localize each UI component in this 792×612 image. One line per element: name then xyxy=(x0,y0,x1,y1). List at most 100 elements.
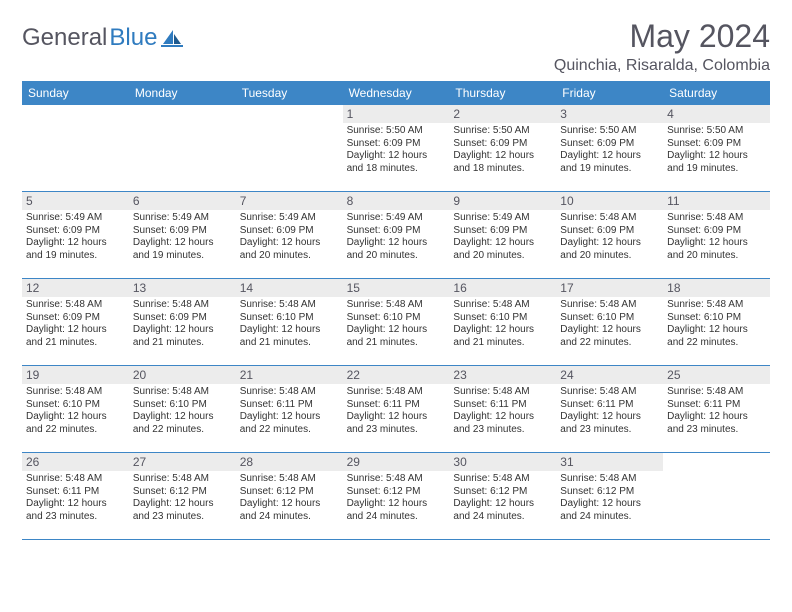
daylight-line-1: Daylight: 12 hours xyxy=(667,150,766,163)
day-number: 25 xyxy=(663,366,770,384)
sunrise-line: Sunrise: 5:50 AM xyxy=(667,125,766,138)
day-number: 9 xyxy=(449,192,556,210)
daylight-line-2: and 21 minutes. xyxy=(26,337,125,350)
daylight-line-2: and 20 minutes. xyxy=(347,250,446,263)
sunrise-line: Sunrise: 5:48 AM xyxy=(560,473,659,486)
day-number: 24 xyxy=(556,366,663,384)
daylight-line-1: Daylight: 12 hours xyxy=(26,324,125,337)
dow-monday: Monday xyxy=(129,82,236,104)
sunset-line: Sunset: 6:10 PM xyxy=(240,312,339,325)
calendar-cell: 24Sunrise: 5:48 AMSunset: 6:11 PMDayligh… xyxy=(556,366,663,452)
calendar-cell: 12Sunrise: 5:48 AMSunset: 6:09 PMDayligh… xyxy=(22,279,129,365)
day-number: 8 xyxy=(343,192,450,210)
calendar-cell xyxy=(236,105,343,191)
daylight-line-1: Daylight: 12 hours xyxy=(347,324,446,337)
calendar-cell: 19 Sunrise: 5:48 AMSunset: 6:10 PMDayligh… xyxy=(22,366,129,452)
daylight-line-2: and 18 minutes. xyxy=(453,163,552,176)
calendar-cell xyxy=(22,105,129,191)
calendar-cell: 26Sunrise: 5:48 AMSunset: 6:11 PMDayligh… xyxy=(22,453,129,539)
day-number: 28 xyxy=(236,453,343,471)
calendar-cell: 4 Sunrise: 5:50 AMSunset: 6:09 PMDaylight… xyxy=(663,105,770,191)
dow-sunday: Sunday xyxy=(22,82,129,104)
sunset-line: Sunset: 6:12 PM xyxy=(453,486,552,499)
daylight-line-1: Daylight: 12 hours xyxy=(133,411,232,424)
calendar-cell xyxy=(129,105,236,191)
sunset-line: Sunset: 6:09 PM xyxy=(560,138,659,151)
sunrise-line: Sunrise: 5:48 AM xyxy=(26,473,125,486)
day-number: 2 xyxy=(449,105,556,123)
sunrise-line: Sunrise: 5:48 AM xyxy=(453,386,552,399)
brand-logo: GeneralBlue xyxy=(22,18,183,52)
calendar-cell: 11Sunrise: 5:48 AMSunset: 6:09 PMDayligh… xyxy=(663,192,770,278)
daylight-line-2: and 24 minutes. xyxy=(347,511,446,524)
daylight-line-1: Daylight: 12 hours xyxy=(133,324,232,337)
sunrise-line: Sunrise: 5:48 AM xyxy=(26,386,125,399)
day-number: 15 xyxy=(343,279,450,297)
calendar-cell: 8Sunrise: 5:49 AMSunset: 6:09 PMDaylight… xyxy=(343,192,450,278)
daylight-line-2: and 21 minutes. xyxy=(347,337,446,350)
daylight-line-1: Daylight: 12 hours xyxy=(560,498,659,511)
daylight-line-1: Daylight: 12 hours xyxy=(133,237,232,250)
location-subtitle: Quinchia, Risaralda, Colombia xyxy=(554,57,770,75)
day-number: 18 xyxy=(663,279,770,297)
sunrise-line: Sunrise: 5:48 AM xyxy=(347,386,446,399)
page-header: GeneralBlue May 2024 Quinchia, Risaralda… xyxy=(22,18,770,75)
sunset-line: Sunset: 6:09 PM xyxy=(347,225,446,238)
sunrise-line: Sunrise: 5:48 AM xyxy=(240,473,339,486)
calendar-page: GeneralBlue May 2024 Quinchia, Risaralda… xyxy=(0,0,792,552)
day-number: 26 xyxy=(22,453,129,471)
calendar-cell: 6Sunrise: 5:49 AMSunset: 6:09 PMDaylight… xyxy=(129,192,236,278)
daylight-line-1: Daylight: 12 hours xyxy=(453,498,552,511)
daylight-line-1: Daylight: 12 hours xyxy=(667,237,766,250)
sunset-line: Sunset: 6:09 PM xyxy=(667,138,766,151)
calendar-week: 19Sunrise: 5:48 AMSunset: 6:10 PMDayligh… xyxy=(22,365,770,452)
daylight-line-2: and 21 minutes. xyxy=(240,337,339,350)
daylight-line-2: and 18 minutes. xyxy=(347,163,446,176)
sunrise-line: Sunrise: 5:48 AM xyxy=(240,299,339,312)
sunset-line: Sunset: 6:10 PM xyxy=(26,399,125,412)
day-number: 6 xyxy=(129,192,236,210)
sunset-line: Sunset: 6:09 PM xyxy=(453,138,552,151)
calendar-week: 12Sunrise: 5:48 AMSunset: 6:09 PMDayligh… xyxy=(22,278,770,365)
sunset-line: Sunset: 6:09 PM xyxy=(560,225,659,238)
daylight-line-2: and 24 minutes. xyxy=(240,511,339,524)
sunset-line: Sunset: 6:12 PM xyxy=(560,486,659,499)
daylight-line-2: and 24 minutes. xyxy=(560,511,659,524)
sunset-line: Sunset: 6:10 PM xyxy=(560,312,659,325)
daylight-line-2: and 21 minutes. xyxy=(453,337,552,350)
calendar-cell: 1Sunrise: 5:50 AMSunset: 6:09 PMDaylight… xyxy=(343,105,450,191)
sunrise-line: Sunrise: 5:48 AM xyxy=(667,299,766,312)
daylight-line-1: Daylight: 12 hours xyxy=(26,411,125,424)
sunset-line: Sunset: 6:09 PM xyxy=(240,225,339,238)
calendar-week: 26Sunrise: 5:48 AMSunset: 6:11 PMDayligh… xyxy=(22,452,770,540)
day-number: 4 xyxy=(663,105,770,123)
daylight-line-1: Daylight: 12 hours xyxy=(26,237,125,250)
sunset-line: Sunset: 6:09 PM xyxy=(453,225,552,238)
sunset-line: Sunset: 6:10 PM xyxy=(667,312,766,325)
daylight-line-1: Daylight: 12 hours xyxy=(347,498,446,511)
calendar-cell: 25Sunrise: 5:48 AMSunset: 6:11 PMDayligh… xyxy=(663,366,770,452)
sunrise-line: Sunrise: 5:49 AM xyxy=(347,212,446,225)
daylight-line-2: and 19 minutes. xyxy=(26,250,125,263)
sunset-line: Sunset: 6:10 PM xyxy=(347,312,446,325)
daylight-line-2: and 23 minutes. xyxy=(453,424,552,437)
brand-part1: General xyxy=(22,24,107,52)
daylight-line-1: Daylight: 12 hours xyxy=(667,324,766,337)
calendar-cell: 7Sunrise: 5:49 AMSunset: 6:09 PMDaylight… xyxy=(236,192,343,278)
sunrise-line: Sunrise: 5:48 AM xyxy=(133,299,232,312)
day-number: 23 xyxy=(449,366,556,384)
sunset-line: Sunset: 6:11 PM xyxy=(240,399,339,412)
sunrise-line: Sunrise: 5:48 AM xyxy=(560,386,659,399)
daylight-line-1: Daylight: 12 hours xyxy=(560,150,659,163)
sunset-line: Sunset: 6:11 PM xyxy=(26,486,125,499)
calendar-cell: 23Sunrise: 5:48 AMSunset: 6:11 PMDayligh… xyxy=(449,366,556,452)
calendar-week: 5Sunrise: 5:49 AMSunset: 6:09 PMDaylight… xyxy=(22,191,770,278)
weeks-container: 1Sunrise: 5:50 AMSunset: 6:09 PMDaylight… xyxy=(22,104,770,540)
day-number: 21 xyxy=(236,366,343,384)
sunset-line: Sunset: 6:12 PM xyxy=(240,486,339,499)
calendar-cell: 13Sunrise: 5:48 AMSunset: 6:09 PMDayligh… xyxy=(129,279,236,365)
day-number: 11 xyxy=(663,192,770,210)
day-number: 19 xyxy=(22,366,129,384)
dow-wednesday: Wednesday xyxy=(343,82,450,104)
sunrise-line: Sunrise: 5:50 AM xyxy=(560,125,659,138)
